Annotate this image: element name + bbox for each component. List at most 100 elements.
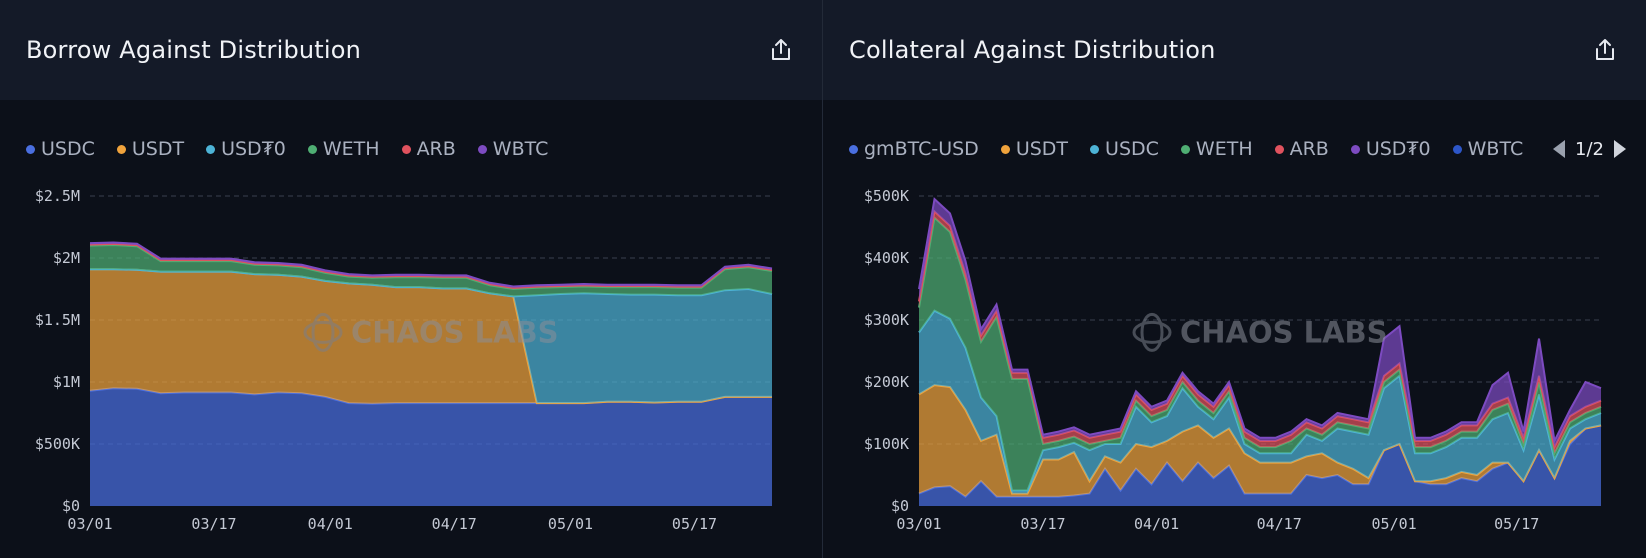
legend-label: USDT — [1015, 138, 1069, 160]
x-tick-label: 05/17 — [1494, 515, 1539, 533]
legend-page-indicator: 1/2 — [1575, 138, 1604, 160]
y-tick-label: $100K — [864, 435, 909, 453]
y-tick-label: $1M — [53, 373, 80, 391]
legend-next-icon[interactable] — [1614, 140, 1626, 158]
borrow-legend-item-usdt[interactable]: USDT — [116, 138, 185, 160]
borrow-legend-item-arb[interactable]: ARB — [401, 138, 456, 160]
legend-dot — [1000, 144, 1010, 154]
collateral-legend-item-usdc[interactable]: USDC — [1090, 138, 1159, 160]
collateral-header: Collateral Against Distribution — [823, 0, 1646, 100]
series-area-usd-0 — [90, 269, 772, 404]
x-tick-label: 05/01 — [1372, 515, 1417, 533]
series-line-usd-0 — [918, 197, 1602, 445]
share-icon — [1596, 39, 1614, 60]
watermark-text: CHAOS LABS — [351, 315, 559, 349]
collateral-legend-item-usdt[interactable]: USDT — [1000, 138, 1069, 160]
chaos-labs-logo-icon — [1132, 312, 1172, 352]
legend-dot — [849, 144, 858, 154]
borrow-panel: Borrow Against Distribution USDC USDT USD₮… — [0, 0, 823, 558]
x-tick-label: 04/17 — [1257, 515, 1302, 533]
collateral-legend-item-weth[interactable]: WETH — [1180, 138, 1253, 160]
series-line-wbtc — [89, 241, 773, 288]
legend-dot — [477, 144, 487, 154]
legend-label: WETH — [322, 138, 380, 160]
collateral-share-button[interactable] — [1590, 35, 1620, 65]
area-series-group — [89, 241, 773, 506]
legend-dot — [1350, 144, 1360, 154]
y-tick-label: $200K — [864, 373, 909, 391]
y-tick-label: $2.5M — [35, 187, 80, 205]
legend-dot — [307, 144, 317, 154]
collateral-legend-item-wbtc[interactable]: WBTC — [1452, 138, 1524, 160]
series-area-weth — [90, 245, 772, 297]
legend-dot — [206, 144, 216, 154]
borrow-legend-item-weth[interactable]: WETH — [307, 138, 380, 160]
series-area-usdc — [90, 388, 772, 506]
y-tick-label: $1.5M — [35, 311, 80, 329]
x-tick-label: 04/01 — [308, 515, 353, 533]
legend-label: USDC — [1105, 138, 1159, 160]
x-tick-label: 03/01 — [67, 515, 112, 533]
collateral-chart: $0 $100K $200K $300K $400K $500K CHAOS LABS 03/… — [864, 187, 1602, 533]
legend-dot — [1274, 144, 1284, 154]
legend-label: USDC — [41, 138, 95, 160]
y-tick-label: $0 — [62, 497, 80, 515]
area-series-group — [918, 197, 1602, 506]
x-tick-label: 04/01 — [1134, 515, 1179, 533]
x-tick-label: 05/01 — [548, 515, 593, 533]
series-area-usdt — [919, 385, 1601, 497]
borrow-chart-title: Borrow Against Distribution — [26, 36, 362, 64]
borrow-share-button[interactable] — [766, 35, 796, 65]
borrow-legend-item-usdc[interactable]: USDC — [26, 138, 95, 160]
borrow-legend-item-wbtc[interactable]: WBTC — [477, 138, 549, 160]
legend-dot — [1090, 144, 1100, 154]
legend-dot — [1452, 144, 1462, 154]
legend-label: ARB — [416, 138, 456, 160]
collateral-chart-title: Collateral Against Distribution — [849, 36, 1216, 64]
x-tick-label: 03/01 — [896, 515, 941, 533]
y-tick-label: $2M — [53, 249, 80, 267]
series-area-gmbtc-usd — [919, 425, 1601, 506]
logo-ring — [1140, 312, 1164, 352]
legend-dot — [1180, 144, 1190, 154]
chaos-labs-logo-icon — [303, 312, 343, 352]
legend-label: USDT — [131, 138, 185, 160]
legend-label: gmBTC-USD — [864, 138, 979, 160]
logo-ring — [1132, 320, 1172, 344]
chaos-labs-watermark: CHAOS LABS — [1132, 312, 1388, 352]
collateral-legend-item-gmbtc-usd[interactable]: gmBTC-USD — [849, 138, 979, 160]
borrow-legend: USDC USDT USD₮0 WETH ARB WBTC — [26, 136, 796, 162]
legend-label: WETH — [1195, 138, 1253, 160]
legend-label: USD₮0 — [221, 138, 286, 160]
legend-label: WBTC — [1467, 138, 1524, 160]
x-tick-label: 04/17 — [432, 515, 477, 533]
x-tick-label: 03/17 — [1020, 515, 1065, 533]
borrow-header: Borrow Against Distribution — [0, 0, 822, 100]
borrow-legend-item-usd-0[interactable]: USD₮0 — [206, 138, 286, 160]
collateral-legend-item-arb[interactable]: ARB — [1274, 138, 1329, 160]
collateral-legend-item-usd-0[interactable]: USD₮0 — [1350, 138, 1431, 160]
y-tick-label: $500K — [864, 187, 909, 205]
share-icon — [772, 39, 790, 60]
legend-label: ARB — [1289, 138, 1329, 160]
legend-dot — [116, 144, 126, 154]
y-tick-label: $0 — [891, 497, 909, 515]
chaos-labs-watermark: CHAOS LABS — [303, 312, 559, 352]
legend-prev-icon[interactable] — [1553, 140, 1566, 158]
borrow-chart: $0 $500K $1M $1.5M $2M $2.5M CHAOS LABS 03/01 03… — [35, 187, 773, 533]
y-tick-label: $400K — [864, 249, 909, 267]
collateral-panel: Collateral Against Distribution gmBTC-US… — [823, 0, 1646, 558]
collateral-legend: gmBTC-USD USDT USDC WETH ARB USD₮0 WBTC — [849, 136, 1620, 162]
y-tick-label: $300K — [864, 311, 909, 329]
series-area-usdt — [90, 269, 772, 404]
legend-dot — [26, 144, 35, 154]
x-tick-label: 05/17 — [672, 515, 717, 533]
legend-pager: 1/2 — [1545, 136, 1626, 162]
y-tick-label: $500K — [35, 435, 80, 453]
legend-label: WBTC — [492, 138, 549, 160]
logo-ring — [311, 312, 335, 352]
logo-ring — [303, 320, 343, 344]
x-tick-label: 03/17 — [191, 515, 236, 533]
watermark-text: CHAOS LABS — [1180, 315, 1388, 349]
series-area-usdc — [919, 310, 1601, 494]
